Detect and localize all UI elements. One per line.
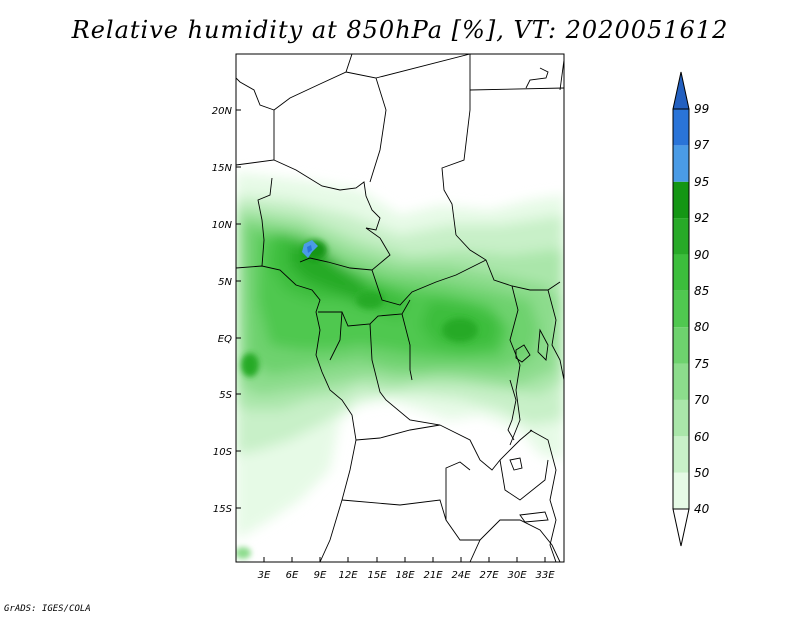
lon-label: 18E	[395, 570, 415, 581]
lat-label: 15S	[213, 504, 233, 515]
colorbar-segment	[673, 363, 689, 400]
colorbar-segment	[673, 145, 689, 182]
lon-label: 6E	[286, 570, 299, 581]
country-borders	[236, 54, 564, 562]
colorbar-label: 60	[694, 430, 710, 444]
chart-title: Relative humidity at 850hPa [%], VT: 202…	[71, 16, 729, 44]
colorbar-segment	[673, 327, 689, 364]
colorbar-label: 85	[694, 284, 709, 298]
lat-label: 5N	[218, 277, 232, 288]
colorbar-low-arrow	[672, 508, 690, 547]
colorbar-label: 75	[694, 357, 709, 371]
lat-label: 10N	[212, 220, 233, 231]
axis-ticks	[236, 109, 546, 562]
lat-label: 10S	[213, 447, 233, 458]
colorbar-segment	[673, 218, 689, 255]
colorbar-segment	[673, 254, 689, 291]
humidity-shading	[236, 54, 564, 562]
colorbar-label: 90	[694, 248, 710, 262]
colorbar-segment	[673, 399, 689, 437]
lon-label: 30E	[507, 570, 527, 581]
colorbar-segment	[673, 436, 689, 473]
colorbar-label: 50	[694, 466, 710, 480]
colorbar-labels: 99 97 95 92 90 85 80 75 70 60 50 40	[694, 102, 710, 516]
colorbar-segment	[673, 109, 689, 146]
lon-label: 9E	[314, 570, 327, 581]
colorbar-label: 92	[694, 211, 709, 225]
colorbar-label: 95	[694, 175, 709, 189]
colorbar-label: 97	[694, 138, 710, 152]
colorbar-segment	[673, 290, 689, 328]
colorbar-high-arrow	[672, 71, 690, 110]
lon-label: 12E	[338, 570, 358, 581]
lon-label: 33E	[535, 570, 555, 581]
lon-label: 21E	[423, 570, 443, 581]
lat-label: 20N	[212, 106, 233, 117]
lon-label: 15E	[367, 570, 387, 581]
colorbar-outline	[672, 108, 690, 510]
colorbar	[672, 71, 690, 547]
grads-credit: GrADS: IGES/COLA	[4, 604, 91, 614]
colorbar-label: 99	[694, 102, 709, 116]
lon-label: 24E	[451, 570, 471, 581]
lat-label: 5S	[219, 390, 232, 401]
colorbar-segment	[673, 472, 689, 509]
map-frame	[235, 53, 565, 563]
lat-label: 15N	[212, 163, 233, 174]
lon-label: 3E	[258, 570, 271, 581]
lat-label: EQ	[218, 334, 232, 345]
colorbar-label: 80	[694, 320, 710, 334]
colorbar-segment	[673, 181, 689, 219]
lon-label: 27E	[479, 570, 499, 581]
colorbar-label: 40	[694, 502, 710, 516]
colorbar-label: 70	[694, 393, 710, 407]
